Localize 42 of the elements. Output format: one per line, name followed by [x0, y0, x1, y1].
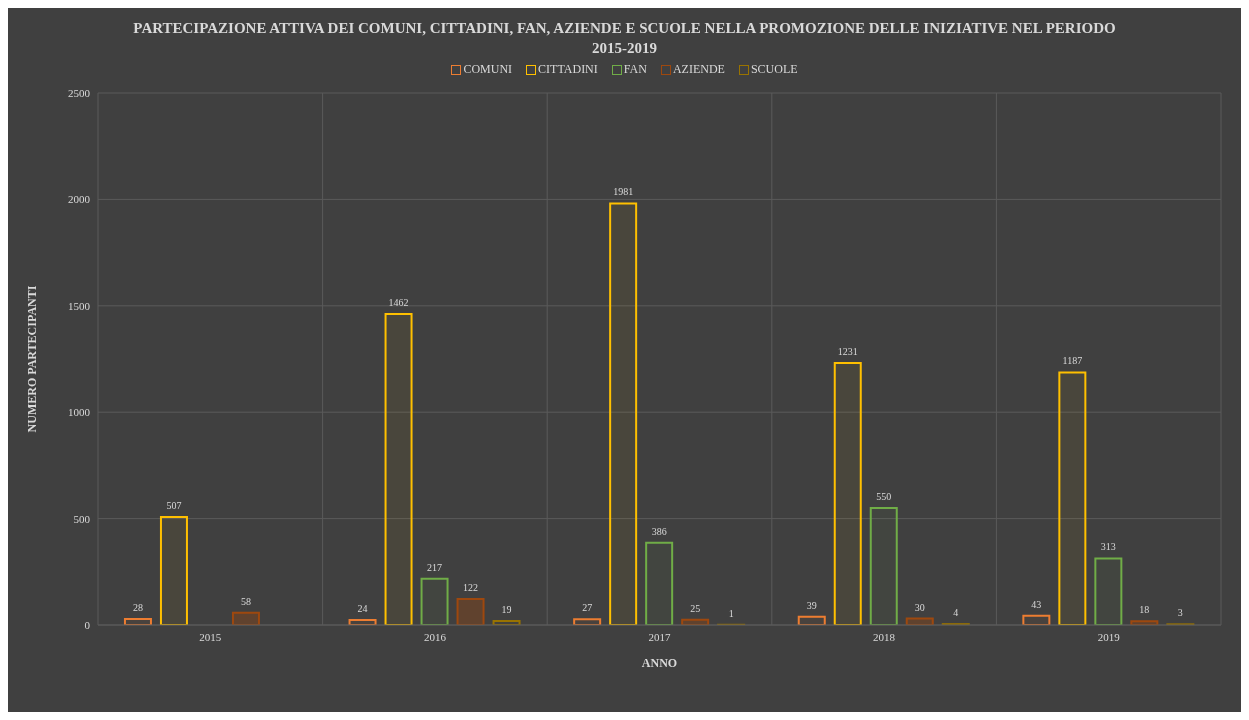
- legend-label: FAN: [622, 62, 647, 77]
- x-axis-title: ANNO: [641, 656, 678, 670]
- x-tick-label: 2017: [648, 630, 671, 643]
- data-label: 58: [240, 595, 251, 607]
- data-label: 313: [1100, 541, 1116, 553]
- y-tick-label: 0: [84, 618, 91, 631]
- y-tick-label: 1000: [68, 406, 91, 419]
- data-label: 25: [690, 602, 701, 614]
- data-label: 30: [914, 601, 925, 613]
- data-label: 18: [1139, 604, 1150, 616]
- data-label: 3: [1177, 607, 1183, 619]
- data-label: 4: [953, 607, 959, 619]
- data-label: 1462: [388, 296, 409, 308]
- data-label: 19: [501, 603, 512, 615]
- y-tick-label: 500: [73, 512, 91, 525]
- data-label: 122: [463, 582, 479, 594]
- chart-title: PARTECIPAZIONE ATTIVA DEI COMUNI, CITTADINI, FAN, AZIENDE E SCUOLE NELLA PROMOZIONE DELLE INIZIATIVE NEL PERIODO 2015-2019: [132, 19, 1117, 58]
- data-label: 1: [728, 607, 734, 619]
- x-tick-label: 2016: [423, 630, 447, 643]
- data-label: 43: [1031, 598, 1042, 610]
- x-tick-label: 2015: [199, 630, 222, 643]
- y-tick-label: 2000: [68, 193, 91, 206]
- x-tick-label: 2019: [1097, 630, 1121, 643]
- data-label: 386: [651, 525, 667, 537]
- data-label: 550: [876, 490, 892, 502]
- data-label: 1981: [613, 186, 634, 198]
- data-label: 28: [132, 602, 143, 614]
- data-label: 1231: [837, 346, 858, 358]
- y-tick-label: 2500: [68, 86, 91, 99]
- legend-label: SCUOLE: [749, 62, 798, 77]
- data-label: 507: [166, 500, 182, 512]
- data-label: 39: [806, 599, 817, 611]
- y-tick-label: 1500: [68, 299, 91, 312]
- data-label: 1187: [1062, 355, 1083, 367]
- legend-label: COMUNI: [462, 62, 513, 77]
- legend-label: CITTADINI: [537, 62, 598, 77]
- data-label: 217: [427, 561, 443, 573]
- x-tick-label: 2018: [873, 630, 896, 643]
- y-axis-title: NUMERO PARTECIPANTI: [25, 285, 40, 433]
- data-label: 24: [357, 602, 368, 614]
- legend-label: AZIENDE: [671, 62, 725, 77]
- data-label: 27: [582, 602, 593, 614]
